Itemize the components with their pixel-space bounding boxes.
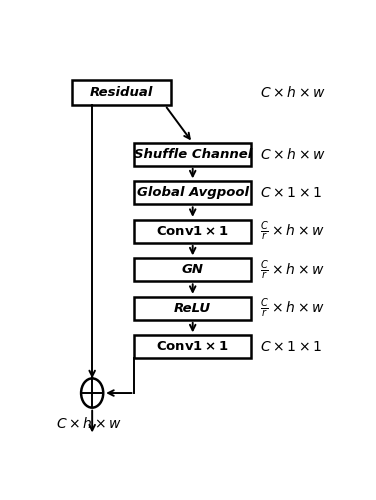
Text: $C \times 1 \times 1$: $C \times 1 \times 1$ (260, 340, 322, 354)
Text: $\frac{C}{r} \times h \times w$: $\frac{C}{r} \times h \times w$ (260, 220, 324, 243)
Text: $C \times h \times w$: $C \times h \times w$ (260, 147, 326, 162)
Text: $\mathbf{Conv1\times1}$: $\mathbf{Conv1\times1}$ (156, 340, 229, 353)
Bar (135, 143, 251, 166)
Bar (135, 182, 251, 204)
Text: $\frac{C}{r} \times h \times w$: $\frac{C}{r} \times h \times w$ (260, 258, 324, 281)
Text: $C \times h \times w$: $C \times h \times w$ (260, 85, 326, 100)
Bar (135, 220, 251, 243)
Bar (72, 80, 171, 105)
Text: $\frac{C}{r} \times h \times w$: $\frac{C}{r} \times h \times w$ (260, 296, 324, 320)
Text: $C \times h \times w$: $C \times h \times w$ (56, 416, 122, 432)
Bar (135, 336, 251, 358)
Bar (135, 297, 251, 320)
Text: Shuffle Channel: Shuffle Channel (133, 148, 252, 161)
Bar (135, 258, 251, 281)
Text: $C \times 1 \times 1$: $C \times 1 \times 1$ (260, 186, 322, 200)
Text: Residual: Residual (89, 86, 153, 99)
Text: $\mathbf{Conv1\times1}$: $\mathbf{Conv1\times1}$ (156, 225, 229, 238)
Text: GN: GN (182, 264, 204, 276)
Text: Global Avgpool: Global Avgpool (137, 186, 249, 200)
Text: ReLU: ReLU (174, 302, 211, 315)
